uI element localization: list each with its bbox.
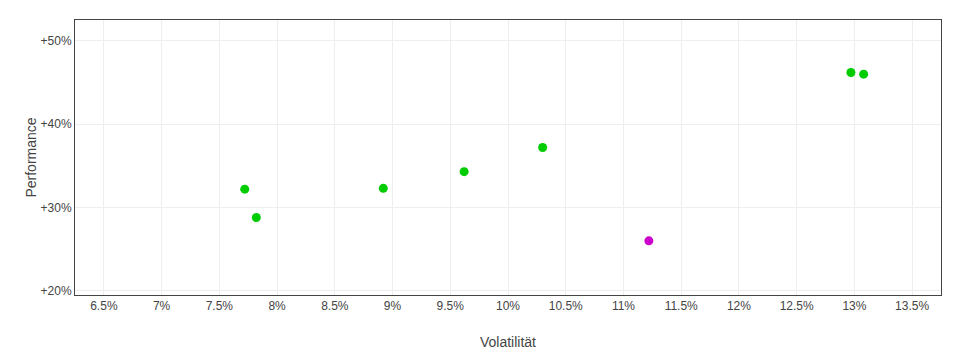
svg-text:+20%: +20% xyxy=(41,284,72,298)
svg-text:9.5%: 9.5% xyxy=(437,299,465,313)
svg-text:8%: 8% xyxy=(268,299,286,313)
svg-text:6.5%: 6.5% xyxy=(90,299,118,313)
svg-text:Performance: Performance xyxy=(23,117,39,197)
svg-text:+50%: +50% xyxy=(41,34,72,48)
svg-text:11.5%: 11.5% xyxy=(665,299,698,313)
svg-text:9%: 9% xyxy=(384,299,402,313)
svg-text:7.5%: 7.5% xyxy=(206,299,234,313)
svg-text:8.5%: 8.5% xyxy=(321,299,349,313)
svg-text:+30%: +30% xyxy=(41,201,72,215)
svg-text:10.5%: 10.5% xyxy=(549,299,583,313)
svg-text:Volatilität: Volatilität xyxy=(480,334,536,350)
svg-text:+40%: +40% xyxy=(41,117,72,131)
svg-text:13.5%: 13.5% xyxy=(895,299,929,313)
svg-text:12.5%: 12.5% xyxy=(780,299,814,313)
svg-text:10%: 10% xyxy=(496,299,520,313)
svg-text:11%: 11% xyxy=(612,299,635,313)
svg-text:12%: 12% xyxy=(727,299,751,313)
svg-text:13%: 13% xyxy=(842,299,866,313)
svg-text:7%: 7% xyxy=(153,299,171,313)
